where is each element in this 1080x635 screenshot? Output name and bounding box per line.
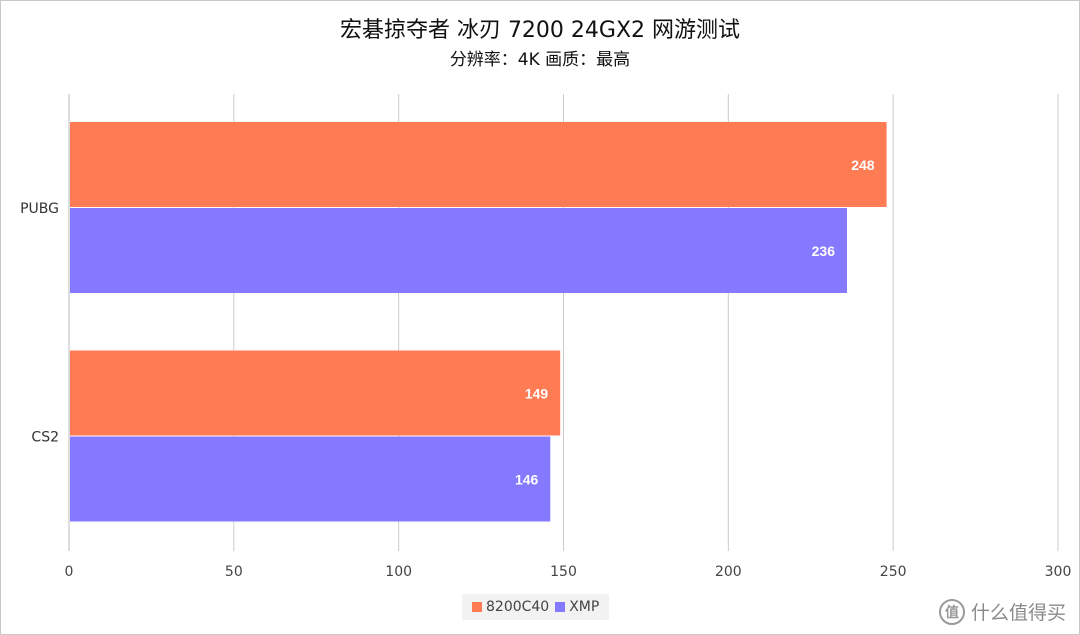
x-tick-label-50: 50: [225, 564, 243, 580]
category-label-cs2: CS2: [31, 430, 59, 446]
chart-title: 宏碁掠夺者 冰刃 7200 24GX2 网游测试: [339, 18, 741, 43]
x-tick-label-150: 150: [550, 564, 577, 580]
legend-label-8200c40: 8200C40: [486, 599, 550, 615]
legend-swatch-xmp: [555, 602, 566, 612]
watermark: 值 什么值得买: [938, 598, 1066, 625]
legend-swatch-8200c40: [472, 602, 482, 612]
smzdm-logo-icon: 值: [938, 598, 965, 625]
legend-item-xmp[interactable]: XMP: [555, 599, 599, 615]
bar-cs2-xmp: [70, 436, 551, 522]
data-label-cs2-8200c40: 149: [525, 386, 549, 402]
chart-subtitle: 分辨率：4K 画质：最高: [449, 50, 631, 70]
x-tick-label-250: 250: [880, 564, 907, 580]
legend-item-8200c40[interactable]: 8200C40: [472, 599, 549, 615]
category-label-pubg: PUBG: [20, 201, 59, 217]
x-tick-label-200: 200: [715, 564, 742, 580]
bar-cs2-8200c40: [70, 350, 561, 436]
data-label-cs2-xmp: 146: [515, 472, 539, 488]
bar-pubg-xmp: [70, 208, 848, 293]
legend-label-xmp: XMP: [569, 599, 600, 615]
x-tick-label-0: 0: [65, 564, 74, 580]
x-tick-label-300: 300: [1045, 564, 1072, 580]
data-label-pubg-8200c40: 248: [851, 157, 875, 173]
chart-legend: 8200C40 XMP: [462, 594, 610, 620]
x-tick-label-100: 100: [385, 564, 412, 580]
data-label-pubg-xmp: 236: [812, 243, 836, 259]
bar-pubg-8200c40: [70, 122, 887, 207]
watermark-text: 什么值得买: [970, 602, 1066, 624]
